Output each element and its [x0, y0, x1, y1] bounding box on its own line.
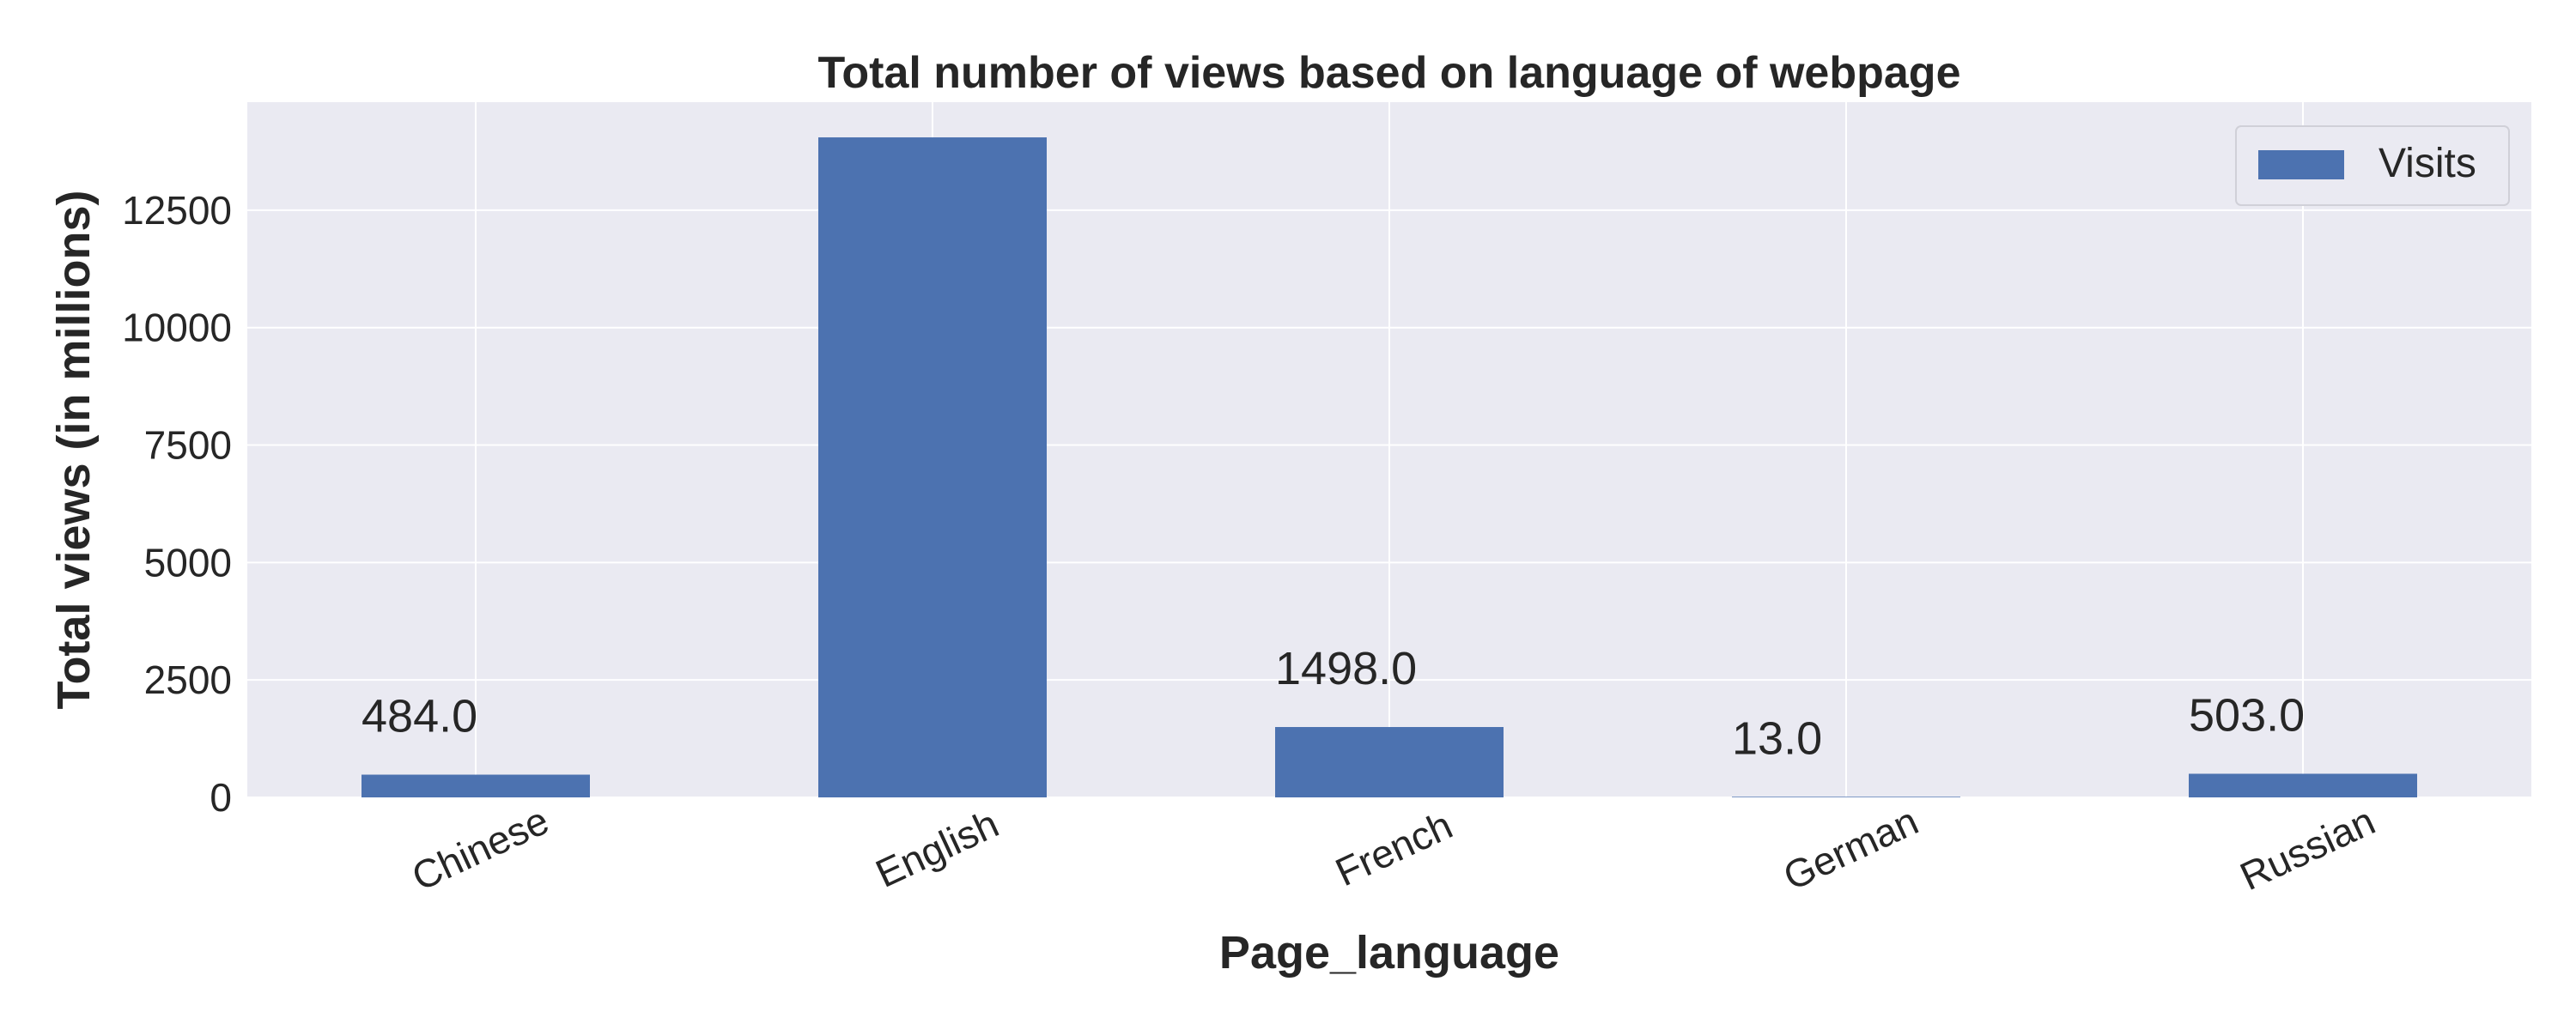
x-tick-label-chinese: Chinese	[405, 797, 556, 899]
y-tick-label: 2500	[144, 657, 232, 702]
x-tick-label-russian: Russian	[2233, 798, 2382, 899]
y-tick-label: 7500	[144, 423, 232, 468]
y-axis-label: Total views (in millions)	[48, 190, 100, 709]
legend-label-visits: Visits	[2379, 141, 2476, 186]
x-tick-label-german: German	[1777, 798, 1925, 899]
data-label-french: 1498.0	[1275, 643, 1417, 694]
y-tick-label: 10000	[122, 306, 232, 350]
x-axis-label: Page_language	[1219, 927, 1559, 978]
legend-box	[2235, 125, 2510, 206]
x-tick-label-english: English	[869, 801, 1005, 896]
data-labels: 484.0 1498.0 13.0 503.0	[361, 643, 2305, 764]
bar-french	[1275, 727, 1504, 797]
y-axis-ticks: 0 2500 5000 7500 10000 12500	[122, 188, 232, 820]
bar-english	[818, 137, 1047, 797]
data-label-german: 13.0	[1732, 712, 1822, 764]
bars	[361, 137, 2417, 797]
bar-russian	[2189, 773, 2417, 797]
bar-chinese	[361, 774, 590, 797]
y-tick-label: 0	[210, 775, 232, 820]
legend: Visits	[2235, 125, 2510, 206]
data-label-russian: 503.0	[2189, 689, 2305, 741]
x-tick-label-french: French	[1328, 803, 1459, 895]
y-tick-label: 5000	[144, 540, 232, 585]
y-tick-label: 12500	[122, 188, 232, 233]
x-axis-ticks: Chinese English French German Russian	[405, 797, 2382, 899]
data-label-chinese: 484.0	[361, 691, 477, 742]
legend-swatch	[2258, 150, 2344, 179]
chart-title: Total number of views based on language …	[817, 48, 1960, 98]
